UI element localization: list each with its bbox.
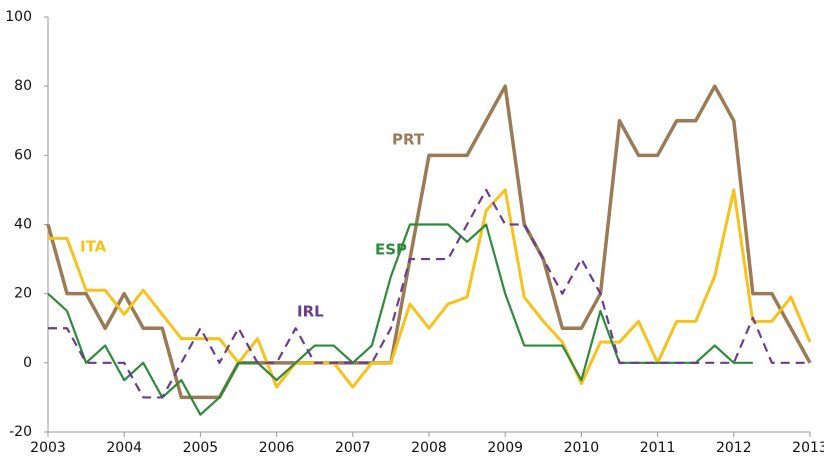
y-tick-label: 100 bbox=[5, 9, 32, 25]
y-tick-label: 60 bbox=[14, 147, 32, 163]
y-tick-label: -20 bbox=[9, 424, 32, 440]
series-label: IRL bbox=[297, 303, 324, 321]
series-line bbox=[46, 84, 812, 400]
series-label: ITA bbox=[80, 238, 107, 256]
series-label: ESP bbox=[375, 241, 407, 259]
x-tick-label: 2004 bbox=[106, 440, 142, 456]
x-tick-label: 2010 bbox=[564, 440, 600, 456]
y-tick-label: 80 bbox=[14, 78, 32, 94]
x-tick-label: 2003 bbox=[30, 440, 66, 456]
y-tick-label: 20 bbox=[14, 286, 32, 302]
x-tick-label: 2005 bbox=[183, 440, 219, 456]
series-line bbox=[48, 188, 812, 389]
x-tick-label: 2011 bbox=[640, 440, 676, 456]
x-tick-label: 2013 bbox=[792, 440, 824, 456]
x-tick-label: 2009 bbox=[487, 440, 523, 456]
series-label: PRT bbox=[392, 131, 425, 149]
x-tick-label: 2012 bbox=[716, 440, 752, 456]
y-tick-label: 40 bbox=[14, 217, 32, 233]
x-tick-label: 2006 bbox=[259, 440, 295, 456]
x-tick-label: 2008 bbox=[411, 440, 447, 456]
x-tick-label: 2007 bbox=[335, 440, 371, 456]
series-line bbox=[48, 188, 810, 399]
y-tick-label: 0 bbox=[23, 355, 32, 371]
